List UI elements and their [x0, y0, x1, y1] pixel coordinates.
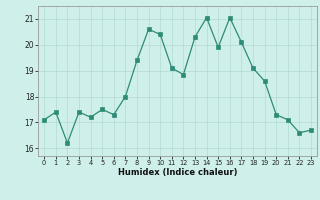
X-axis label: Humidex (Indice chaleur): Humidex (Indice chaleur)	[118, 168, 237, 177]
